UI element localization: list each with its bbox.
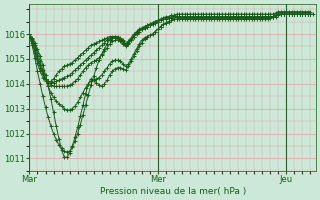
X-axis label: Pression niveau de la mer( hPa ): Pression niveau de la mer( hPa ): [100, 187, 246, 196]
